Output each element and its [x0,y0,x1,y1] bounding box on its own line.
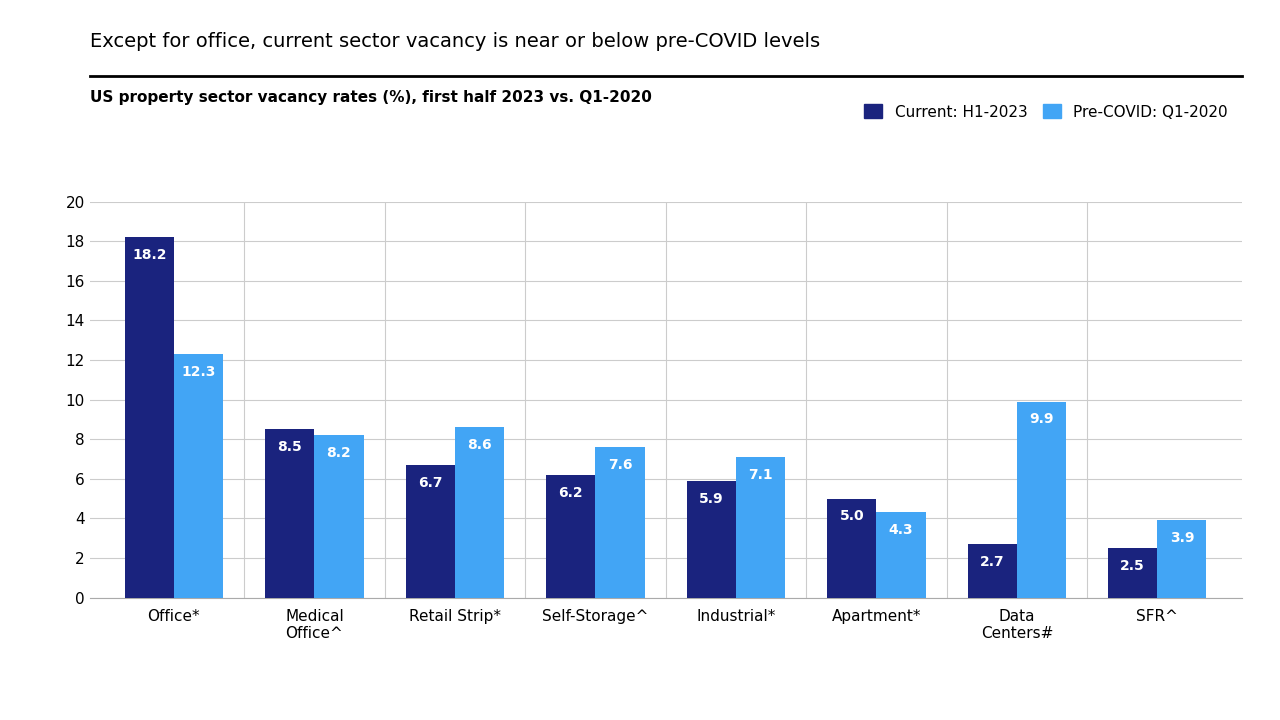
Bar [454,427,504,598]
Text: US property sector vacancy rates (%), first half 2023 vs. Q1-2020: US property sector vacancy rates (%), fi… [90,90,652,105]
Text: 8.2: 8.2 [326,446,351,460]
Bar [736,457,785,598]
Text: 12.3: 12.3 [182,365,215,379]
Bar [124,237,174,598]
Text: 2.5: 2.5 [1120,559,1146,573]
Legend: Current: H1-2023, Pre-COVID: Q1-2020: Current: H1-2023, Pre-COVID: Q1-2020 [858,99,1234,126]
Text: 7.1: 7.1 [748,468,773,482]
Text: 18.2: 18.2 [132,248,166,262]
Bar [547,475,595,598]
Bar [968,544,1016,598]
Text: 3.9: 3.9 [1170,531,1194,545]
Bar [315,435,364,598]
Bar [1108,548,1157,598]
Text: 8.5: 8.5 [278,440,302,454]
Bar [686,481,736,598]
Bar [406,465,454,598]
Text: 4.3: 4.3 [888,523,913,537]
Text: 2.7: 2.7 [980,555,1005,569]
Bar [595,447,645,598]
Text: Except for office, current sector vacancy is near or below pre-COVID levels: Except for office, current sector vacanc… [90,32,819,51]
Bar [827,498,877,598]
Text: 5.0: 5.0 [840,510,864,523]
Text: 7.6: 7.6 [608,458,632,472]
Bar [265,429,315,598]
Text: 8.6: 8.6 [467,438,492,452]
Bar [1016,402,1066,598]
Text: 5.9: 5.9 [699,492,723,505]
Bar [1157,521,1207,598]
Text: 6.7: 6.7 [419,476,443,490]
Bar [174,354,223,598]
Bar [877,513,925,598]
Text: 9.9: 9.9 [1029,413,1053,426]
Text: 6.2: 6.2 [558,486,584,500]
